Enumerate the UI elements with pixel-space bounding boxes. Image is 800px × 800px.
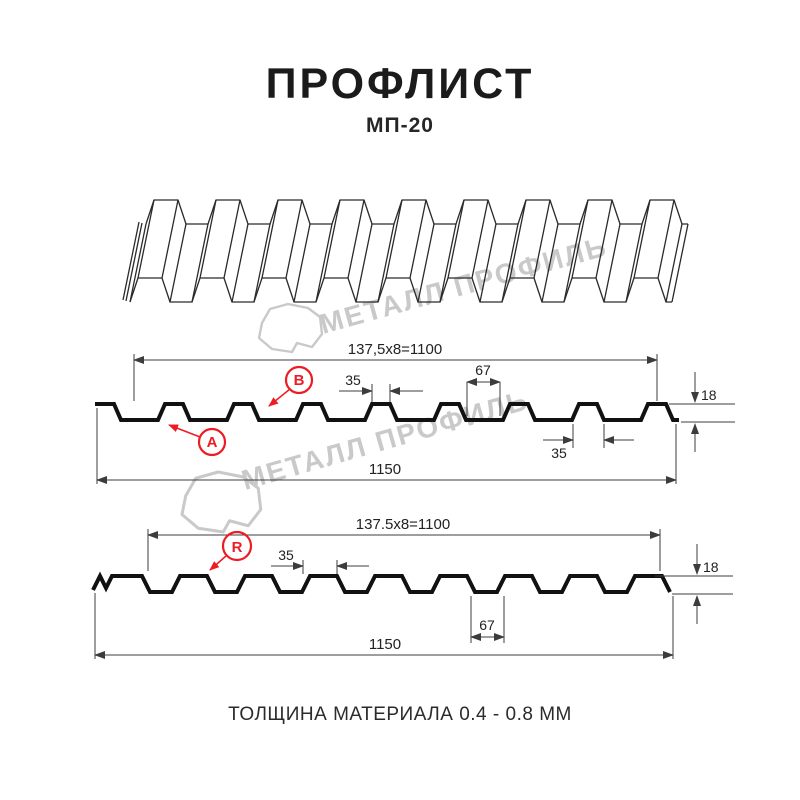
dim-rib-top-label: 35 [345, 372, 361, 388]
callout-side-b: B [268, 365, 314, 407]
callout-side-r: R [209, 530, 253, 571]
dim-height-group: 18 [655, 544, 733, 624]
dim-overall-group: 1150 [96, 408, 677, 484]
dim-rib-base-group: 67 [470, 596, 505, 643]
callout-side-a: A [168, 424, 227, 457]
dim-rib-top-group: 35 [271, 547, 369, 574]
dim-rib-bottom-group: 35 [543, 424, 634, 461]
dim-height-label: 18 [701, 387, 717, 403]
brand-logo-icon [180, 470, 263, 534]
dim-rib-base-group: 67 [466, 362, 501, 416]
dim-overall-group: 1150 [94, 593, 674, 659]
dim-overall-label: 1150 [369, 461, 401, 478]
cross-section-ab: 137,5x8=1100 35 67 18 35 1150 [95, 341, 735, 484]
callout-r-letter: R [232, 539, 243, 556]
sheet-rib-edges [129, 199, 689, 303]
cross-section-r: 137.5x8=1100 35 18 67 1150 R [91, 516, 733, 659]
dim-pitch-group: 137.5x8=1100 [147, 516, 661, 571]
dim-overall-label: 1150 [369, 636, 401, 653]
sheet-left-cut-edge [122, 221, 143, 302]
profile-outline [95, 402, 679, 422]
callout-b-letter: B [294, 372, 305, 389]
sheet-front-edge [129, 277, 672, 303]
callout-a-letter: A [207, 434, 218, 451]
dim-height-group: 18 [669, 372, 735, 452]
dim-pitch-label: 137.5x8=1100 [356, 516, 450, 533]
material-thickness-note: ТОЛЩИНА МАТЕРИАЛА 0.4 - 0.8 ММ [228, 704, 572, 725]
dim-height-label: 18 [703, 559, 719, 575]
dim-rib-top-label: 35 [278, 547, 294, 563]
profile-model-name: МП-20 [366, 114, 434, 137]
sheet-back-edge [145, 199, 688, 225]
profile-outline [91, 571, 672, 594]
brand-logo-icon [257, 302, 324, 354]
dim-pitch-group: 137,5x8=1100 [133, 341, 658, 401]
profile-3d-view [122, 199, 689, 303]
dim-rib-base-label: 67 [479, 617, 495, 633]
page-title: ПРОФЛИСТ [265, 60, 535, 108]
dim-rib-bottom-label: 35 [551, 445, 567, 461]
dim-pitch-label: 137,5x8=1100 [348, 341, 442, 358]
dim-rib-base-label: 67 [475, 362, 491, 378]
watermark-brand-upper: МЕТАЛЛ ПРОФИЛЬ [257, 231, 611, 354]
dim-rib-top-group: 35 [339, 372, 423, 402]
